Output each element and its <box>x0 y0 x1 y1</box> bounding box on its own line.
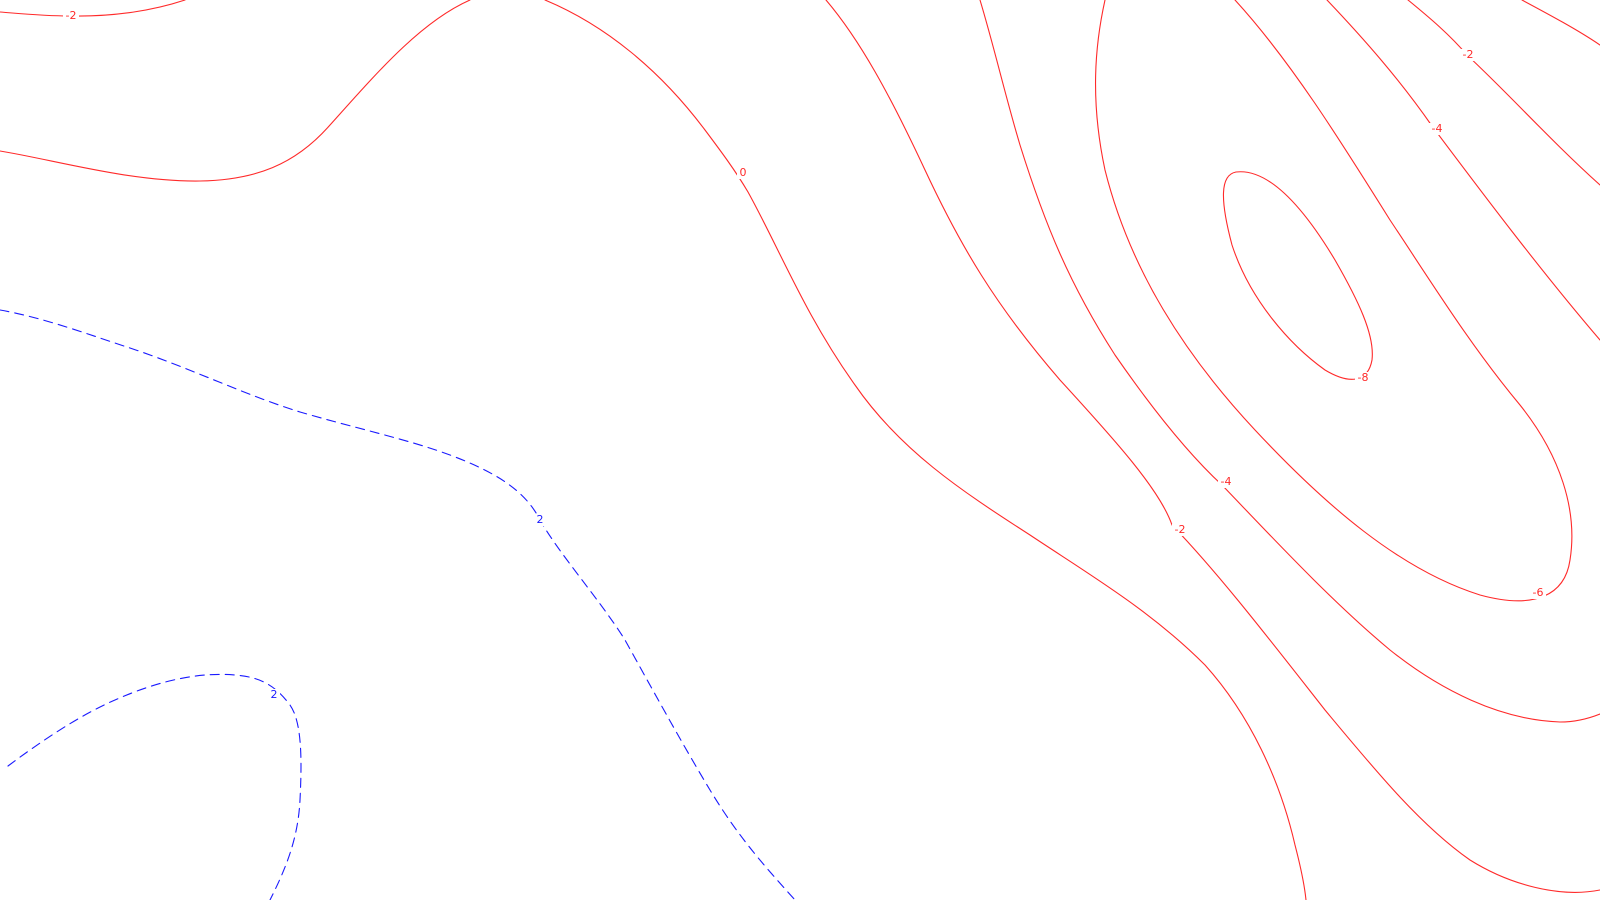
contour-label-neg6: -6 <box>1533 586 1544 599</box>
contour-label-neg4-mid: -4 <box>1221 475 1232 488</box>
contour-line-pos2-main <box>0 309 796 900</box>
contour-line-neg6 <box>1095 0 1573 602</box>
contour-line-neg8 <box>1222 171 1373 380</box>
label-bg <box>1355 372 1371 384</box>
contour-label-zero: 0 <box>740 166 747 179</box>
contour-label-neg2-mid: -2 <box>1175 523 1186 536</box>
label-bg <box>534 514 546 526</box>
label-bg <box>268 689 280 701</box>
contour-label-neg2-topleft: -2 <box>66 9 77 22</box>
contour-label-pos2-main: 2 <box>537 513 544 526</box>
label-bg <box>1530 587 1546 599</box>
positive-contours <box>0 309 796 900</box>
contour-label-neg4-right: -4 <box>1432 122 1443 135</box>
contour-line-pos2-lowerleft <box>7 673 302 900</box>
contour-label-pos2-lowerleft: 2 <box>271 688 278 701</box>
label-bg <box>63 10 79 22</box>
label-bg <box>1460 49 1476 61</box>
label-bg <box>737 167 749 179</box>
contour-line-neg4-mid <box>979 0 1600 723</box>
contour-line-zero <box>0 0 1307 900</box>
label-bg <box>1429 123 1445 135</box>
contour-line-neg2-topright <box>1521 0 1600 46</box>
contour-label-neg8: -8 <box>1358 371 1369 384</box>
contour-line-neg2-right <box>1407 0 1600 186</box>
contour-line-neg2-topleft <box>0 0 186 17</box>
contour-label-neg2-right: -2 <box>1463 48 1474 61</box>
contour-labels: -2 0 -2 -4 -8 -4 -2 -6 2 2 <box>63 9 1546 701</box>
label-bg <box>1172 524 1188 536</box>
contour-line-neg2-mid <box>825 0 1600 893</box>
label-bg <box>1218 476 1234 488</box>
contour-line-neg4-right <box>1326 0 1600 341</box>
